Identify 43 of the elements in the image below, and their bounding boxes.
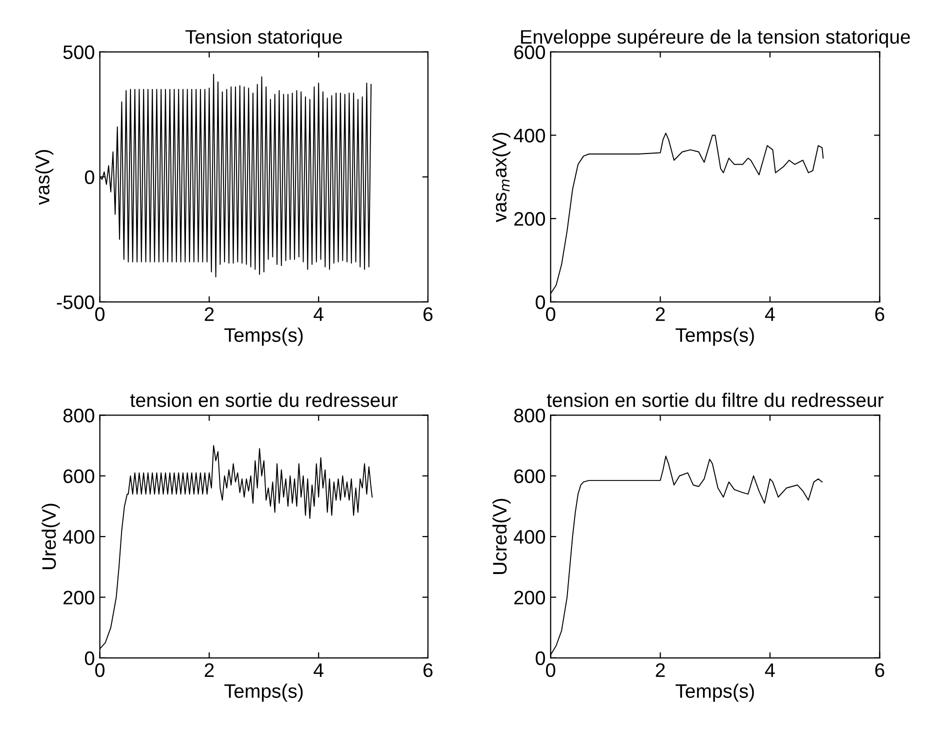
x-tick-label: 2 (656, 307, 665, 321)
y-tick-label: 200 (514, 590, 546, 604)
y-tick-label: 0 (84, 170, 94, 184)
x-tick-label: 6 (875, 307, 884, 322)
x-tick-label: 6 (875, 663, 884, 678)
x-tick-label: 4 (314, 307, 324, 321)
x-axis-title: Temps(s) (676, 328, 754, 346)
x-tick-label: 6 (424, 663, 433, 678)
y-axis-title: Ucred(V) (492, 498, 511, 574)
chart-title: tension en sortie du redresseur (130, 392, 398, 408)
x-tick-label: 2 (204, 307, 214, 321)
y-axis-title: vas$_{m}$ax(V) (492, 132, 510, 222)
x-tick-label: 4 (314, 663, 324, 677)
x-axis-title: Temps(s) (676, 684, 754, 702)
chart-title: Tension statorique (185, 29, 342, 48)
x-axis-title: Temps(s) (224, 684, 303, 702)
y-tick-label: 400 (514, 128, 546, 142)
y-tick-label: -500 (56, 295, 94, 310)
y-tick-label: 0 (536, 651, 546, 666)
x-tick-label: 4 (765, 307, 775, 321)
y-tick-label: 400 (63, 530, 94, 544)
y-tick-label: 600 (514, 469, 546, 484)
x-tick-label: 2 (204, 663, 214, 677)
x-axis-title: Temps(s) (224, 328, 303, 346)
y-tick-label: 500 (63, 45, 94, 60)
chart-title: tension en sortie du filtre du redresseur (546, 392, 884, 408)
y-tick-label: 800 (514, 408, 546, 422)
y-tick-label: 0 (536, 295, 546, 310)
x-tick-label: 0 (546, 307, 556, 322)
y-axis-title: vas(V) (35, 150, 54, 205)
x-tick-label: 4 (765, 663, 775, 677)
y-tick-label: 200 (514, 212, 546, 226)
x-tick-label: 0 (546, 663, 556, 678)
x-tick-label: 0 (95, 307, 104, 322)
y-tick-label: 800 (63, 408, 94, 422)
y-tick-label: 200 (64, 590, 94, 604)
x-tick-label: 0 (95, 663, 104, 678)
y-tick-label: 0 (84, 651, 94, 666)
y-tick-label: 600 (64, 469, 94, 484)
y-tick-label: 400 (514, 530, 546, 544)
x-tick-label: 2 (656, 663, 665, 677)
y-axis-title: Ured(V) (42, 504, 60, 570)
x-tick-label: 6 (424, 307, 433, 322)
